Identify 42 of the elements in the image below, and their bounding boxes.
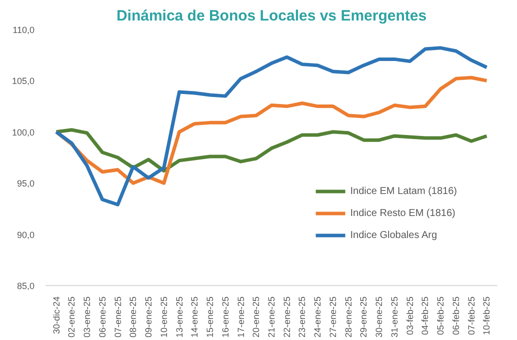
- x-tick-label: 30-ene-25: [374, 296, 384, 338]
- x-tick-label: 06-feb-25: [450, 296, 461, 336]
- x-tick-label: 09-ene-25: [144, 296, 154, 338]
- x-tick-label: 13-ene-25: [174, 296, 184, 338]
- y-tick-label: 105,0: [12, 76, 35, 86]
- x-tick-label: 24-ene-25: [312, 296, 323, 338]
- x-tick-label: 31-ene-25: [389, 296, 400, 338]
- legend-label: Indice Globales Arg: [350, 230, 437, 240]
- x-tick-label: 14-ene-25: [190, 296, 200, 338]
- x-tick-label: 29-ene-25: [358, 296, 369, 338]
- y-tick-label: 110,0: [12, 25, 35, 35]
- chart-title: Dinámica de Bonos Locales vs Emergentes: [116, 8, 427, 24]
- x-tick-label: 10-ene-25: [158, 296, 169, 338]
- x-tick-label: 27-ene-25: [328, 296, 338, 338]
- x-tick-label: 20-ene-25: [251, 296, 262, 338]
- x-tick-label: 06-ene-25: [97, 296, 108, 338]
- line-series: [54, 128, 488, 173]
- x-tick-label: 28-ene-25: [343, 296, 354, 338]
- line-series: [54, 76, 488, 185]
- x-tick-label: 07-ene-25: [112, 296, 123, 338]
- x-tick-label: 17-ene-25: [236, 296, 246, 338]
- y-tick-label: 85,0: [16, 281, 35, 291]
- x-tick-label: 07-feb-25: [466, 296, 476, 336]
- x-tick-label: 30-dic-24: [51, 296, 62, 334]
- x-tick-label: 10-feb-25: [482, 296, 492, 336]
- x-tick-label: 21-ene-25: [266, 296, 276, 338]
- y-tick-label: 95,0: [16, 178, 35, 189]
- x-tick-label: 04-feb-25: [420, 296, 430, 336]
- x-tick-label: 08-ene-25: [128, 296, 138, 338]
- y-tick-label: 90,0: [16, 230, 35, 240]
- x-tick-label: 22-ene-25: [282, 296, 292, 338]
- x-tick-label: 23-ene-25: [297, 296, 308, 338]
- y-tick-label: 100,0: [12, 127, 35, 138]
- line-series: [54, 46, 488, 206]
- x-tick-label: 02-ene-25: [66, 296, 77, 338]
- x-tick-label: 03-feb-25: [404, 296, 415, 336]
- legend-label: Indice Resto EM (1816): [350, 208, 456, 218]
- legend-label: Indice EM Latam (1816): [350, 186, 457, 196]
- x-tick-label: 03-ene-25: [82, 296, 92, 338]
- x-tick-label: 05-feb-25: [436, 296, 446, 336]
- x-tick-label: 16-ene-25: [220, 296, 230, 338]
- x-tick-label: 15-ene-25: [205, 296, 216, 338]
